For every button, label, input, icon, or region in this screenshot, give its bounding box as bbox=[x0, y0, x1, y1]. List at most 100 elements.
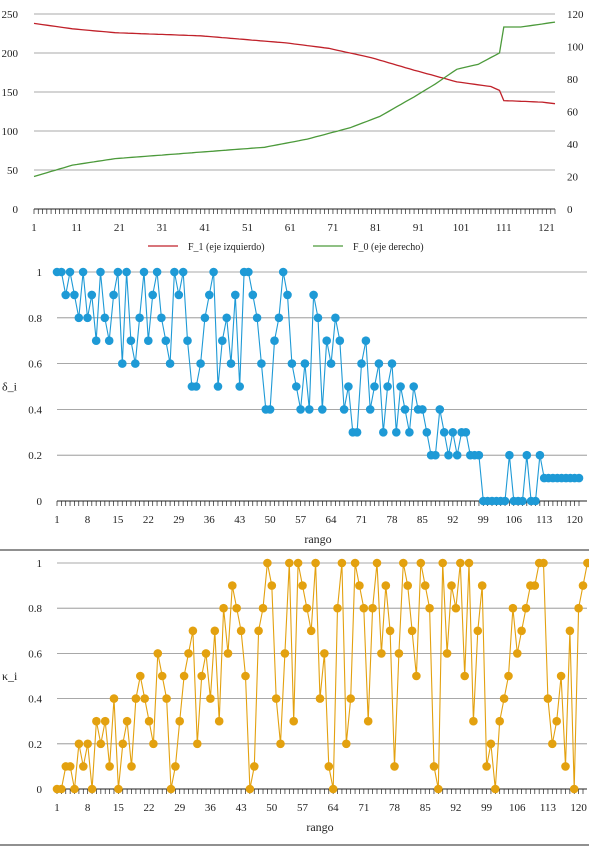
data-point bbox=[87, 290, 97, 300]
data-point bbox=[104, 336, 114, 345]
data-point bbox=[331, 313, 340, 323]
data-point bbox=[473, 626, 483, 636]
data-point bbox=[339, 405, 349, 414]
x-tick-label: 120 bbox=[570, 802, 587, 814]
data-point bbox=[296, 405, 305, 414]
legend-label-1: F_0 (eje derecho) bbox=[353, 242, 424, 253]
data-point bbox=[263, 558, 272, 568]
x-tick-label: 15 bbox=[112, 514, 124, 526]
data-point bbox=[78, 267, 88, 277]
data-point bbox=[342, 739, 351, 749]
data-point bbox=[335, 336, 345, 345]
y-tick-label: 0.6 bbox=[28, 648, 42, 660]
data-point bbox=[508, 603, 518, 613]
x-tick-label: 64 bbox=[326, 514, 338, 526]
data-point bbox=[113, 267, 123, 277]
data-point bbox=[135, 313, 144, 323]
x-tick-label: 92 bbox=[447, 514, 458, 526]
data-point bbox=[477, 581, 487, 590]
x-tick-label: 106 bbox=[506, 514, 523, 526]
data-point bbox=[396, 382, 405, 391]
data-point bbox=[271, 694, 281, 703]
x-tick-label: 61 bbox=[285, 222, 296, 234]
data-point bbox=[313, 313, 323, 323]
data-point bbox=[270, 336, 279, 345]
y-axis-title: δ_i bbox=[2, 380, 18, 394]
data-point bbox=[265, 405, 275, 414]
data-point bbox=[405, 428, 414, 437]
data-point bbox=[231, 290, 240, 300]
data-point bbox=[131, 359, 140, 368]
data-point bbox=[305, 405, 314, 414]
y-tick-label: 1 bbox=[37, 267, 43, 279]
data-point bbox=[578, 581, 588, 590]
data-point bbox=[495, 716, 505, 726]
data-point bbox=[148, 290, 157, 300]
x-tick-label: 64 bbox=[328, 802, 340, 814]
y-tick-label: 100 bbox=[2, 126, 19, 138]
data-point bbox=[283, 290, 292, 300]
data-point bbox=[399, 558, 408, 568]
data-point bbox=[179, 671, 189, 681]
data-point bbox=[474, 450, 484, 460]
data-point bbox=[461, 428, 471, 437]
data-point bbox=[201, 649, 211, 658]
data-point bbox=[491, 784, 500, 794]
x-tick-label: 57 bbox=[297, 802, 309, 814]
data-point bbox=[438, 558, 448, 568]
data-point bbox=[355, 581, 364, 590]
data-point bbox=[87, 784, 97, 794]
x-tick-label: 22 bbox=[143, 514, 154, 526]
data-point bbox=[346, 694, 356, 703]
data-point bbox=[372, 558, 382, 568]
data-point bbox=[152, 267, 162, 277]
data-point bbox=[157, 313, 166, 323]
data-point bbox=[447, 581, 456, 590]
x-tick-label: 99 bbox=[481, 802, 493, 814]
x-tick-label: 36 bbox=[205, 802, 217, 814]
data-point bbox=[337, 558, 347, 568]
data-point bbox=[114, 784, 123, 794]
data-point bbox=[153, 649, 163, 658]
y-tick-label: 0.8 bbox=[28, 313, 42, 325]
data-point bbox=[431, 450, 440, 460]
data-point bbox=[469, 716, 478, 726]
y2-tick-label: 20 bbox=[567, 172, 579, 184]
x-tick-label: 85 bbox=[420, 802, 432, 814]
x-tick-label: 120 bbox=[566, 514, 583, 526]
x-tick-label: 81 bbox=[370, 222, 381, 234]
data-point bbox=[161, 336, 171, 345]
y-tick-label: 0 bbox=[37, 784, 43, 796]
data-point bbox=[403, 581, 413, 590]
y2-tick-label: 60 bbox=[567, 107, 579, 119]
data-point bbox=[232, 603, 241, 613]
data-point bbox=[518, 496, 527, 506]
x-tick-label: 22 bbox=[144, 802, 155, 814]
data-point bbox=[400, 405, 410, 414]
data-point bbox=[70, 290, 79, 300]
x-tick-label: 8 bbox=[85, 802, 91, 814]
data-point bbox=[144, 336, 153, 345]
data-point bbox=[409, 382, 419, 391]
data-point bbox=[504, 671, 513, 681]
x-tick-label: 29 bbox=[174, 802, 186, 814]
data-point bbox=[144, 716, 154, 726]
x-tick-label: 113 bbox=[540, 802, 557, 814]
data-point bbox=[306, 626, 316, 636]
x-tick-label: 113 bbox=[536, 514, 553, 526]
data-point bbox=[245, 784, 255, 794]
y-axis-title: κ_i bbox=[2, 669, 18, 683]
data-point bbox=[556, 671, 566, 681]
data-point bbox=[235, 382, 244, 391]
data-point bbox=[548, 739, 557, 749]
data-point bbox=[318, 405, 327, 414]
y-tick-label: 0.6 bbox=[28, 359, 42, 371]
data-point bbox=[374, 359, 384, 368]
data-point bbox=[140, 694, 149, 703]
data-point bbox=[165, 359, 175, 368]
data-point bbox=[513, 649, 522, 658]
x-tick-label: 1 bbox=[54, 802, 60, 814]
data-point bbox=[530, 581, 540, 590]
data-point bbox=[452, 450, 462, 460]
